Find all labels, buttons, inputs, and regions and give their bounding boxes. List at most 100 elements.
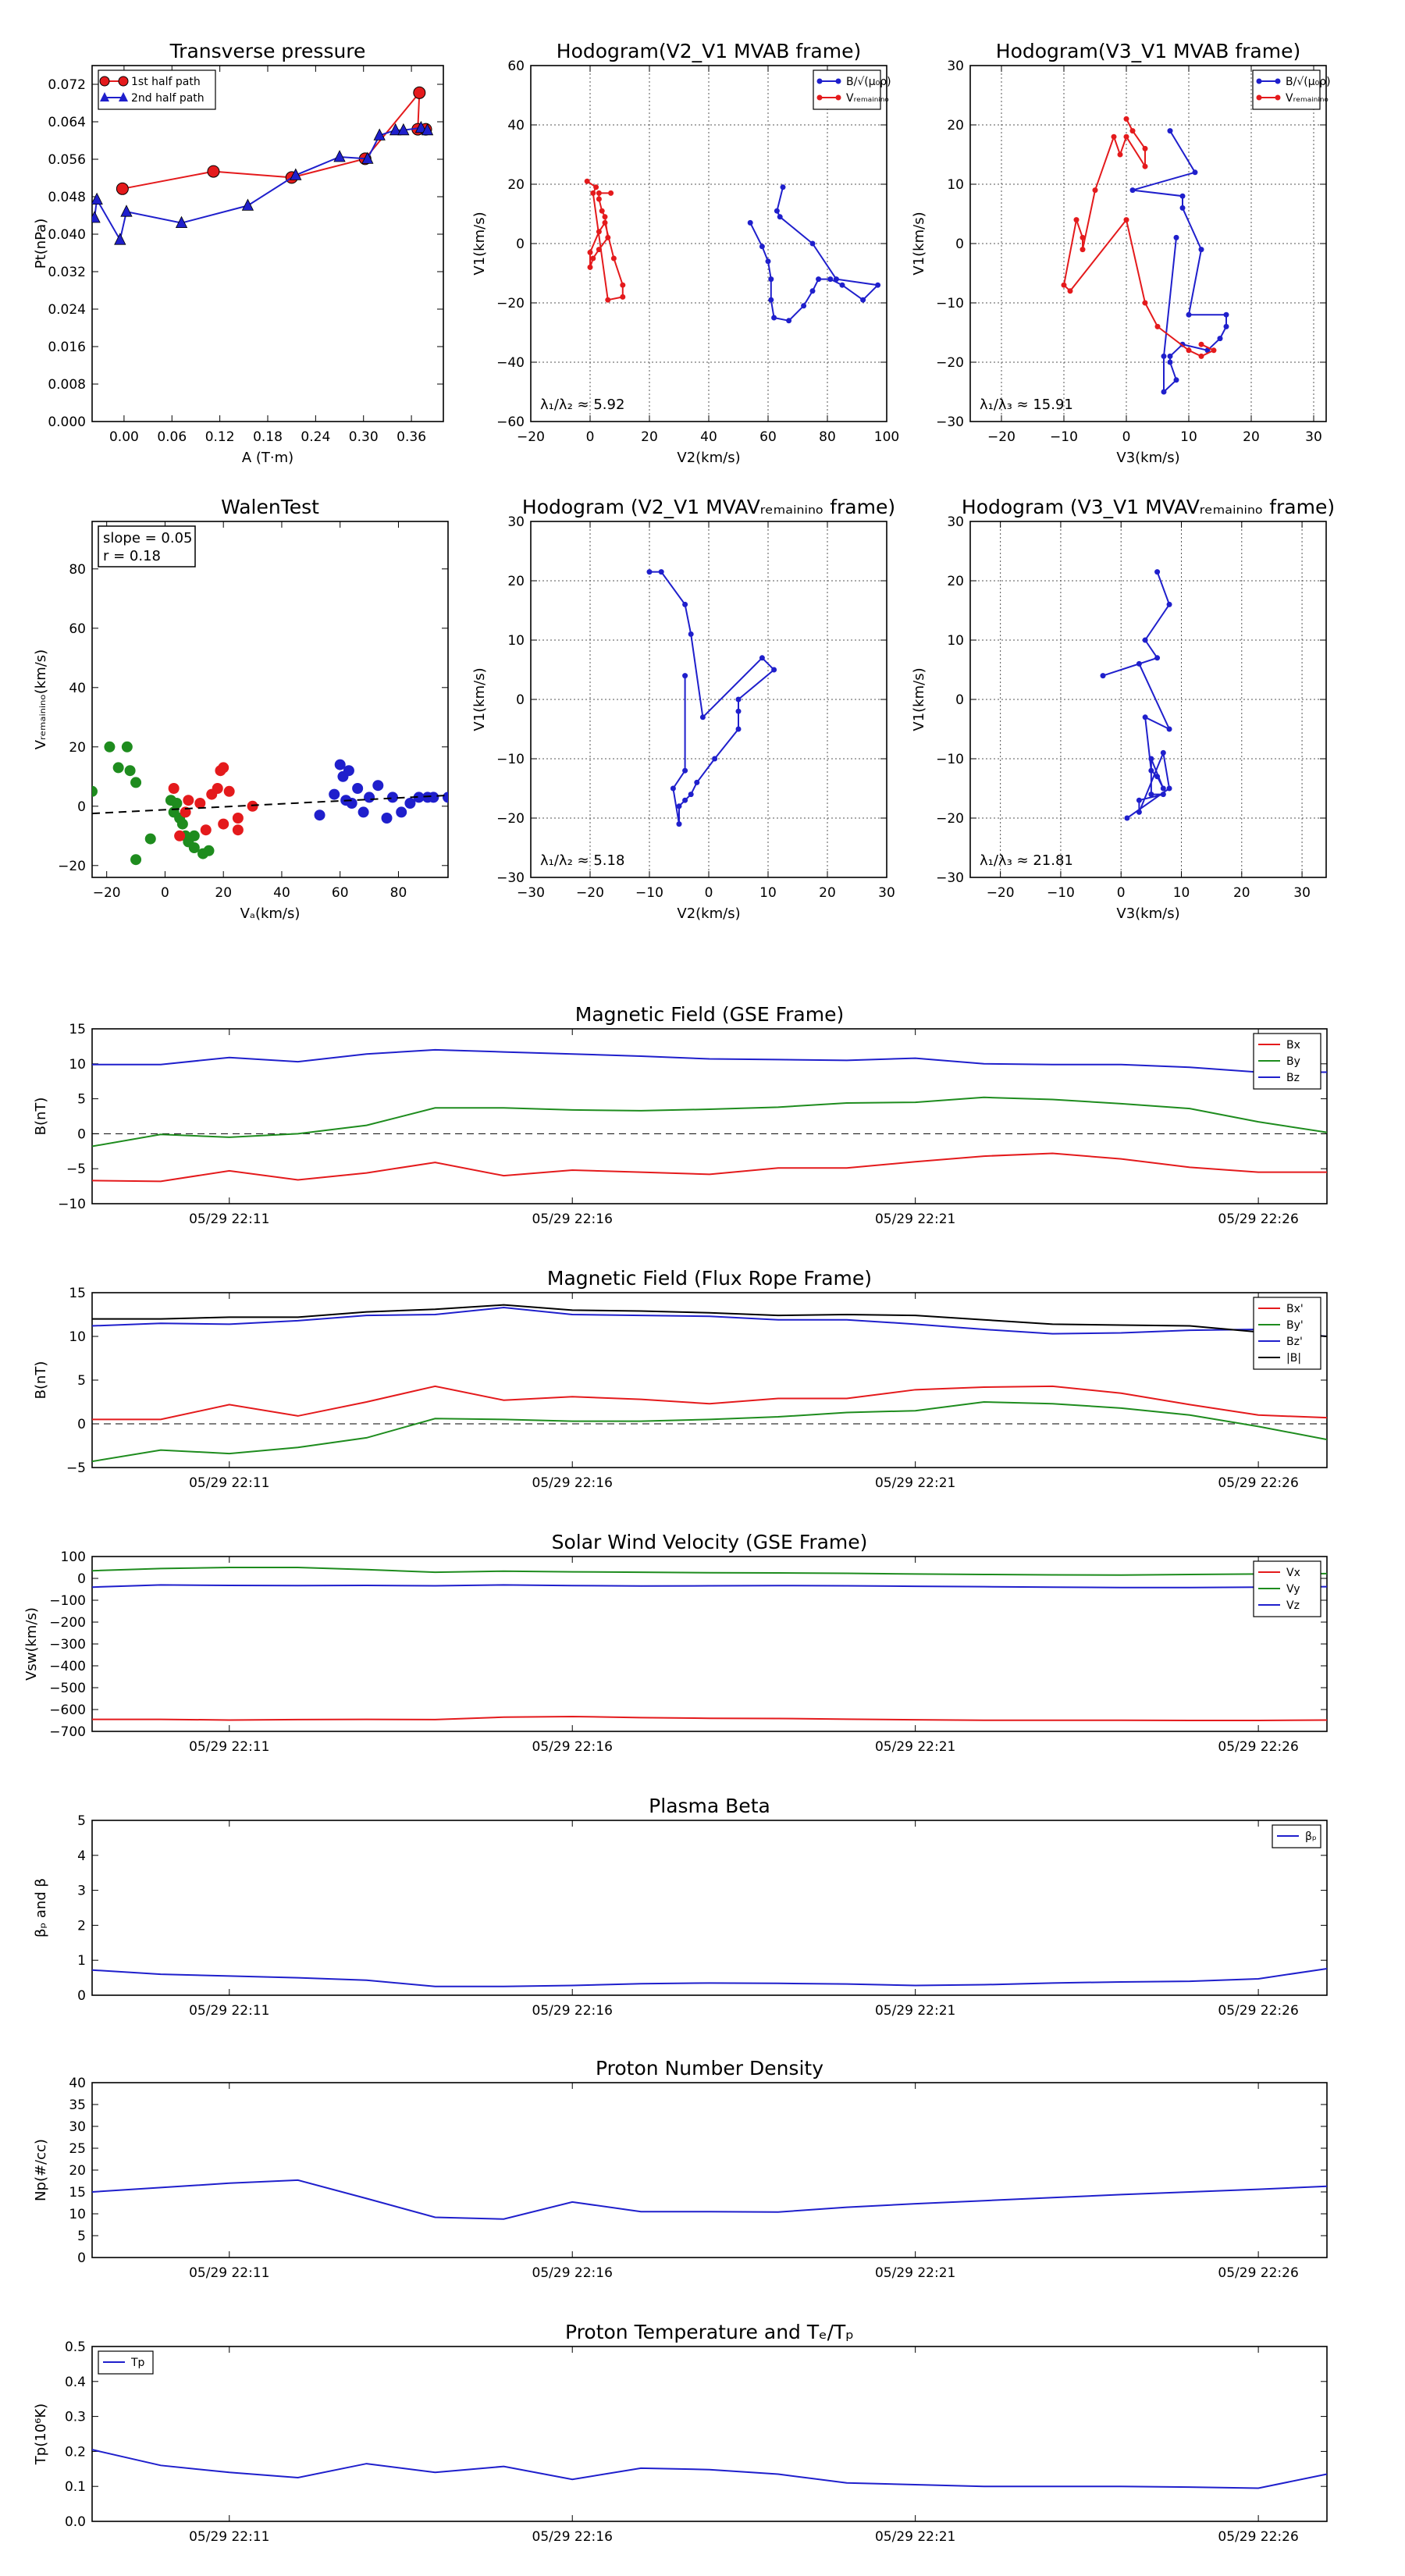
legend-marker <box>1256 78 1262 84</box>
data-point <box>241 198 254 211</box>
y-tick-label: −30 <box>936 415 964 430</box>
data-point <box>413 792 425 803</box>
x-tick-label: −20 <box>987 429 1016 445</box>
y-tick-label: 0.064 <box>48 115 86 130</box>
x-axis-label: V2(km/s) <box>677 450 740 466</box>
legend-label: By <box>1286 1055 1300 1068</box>
data-point <box>599 208 605 214</box>
data-point <box>357 806 369 818</box>
x-tick-label: 0 <box>1117 885 1126 901</box>
data-point <box>114 233 126 245</box>
x-tick-label: −30 <box>517 885 545 901</box>
data-point <box>605 297 611 303</box>
data-point <box>1160 749 1166 756</box>
data-point <box>605 234 611 240</box>
data-point <box>212 783 223 794</box>
x-tick-label: 0 <box>161 885 169 901</box>
x-tick-label: 05/29 22:26 <box>1218 2265 1298 2281</box>
y-tick-label: 10 <box>947 633 964 649</box>
data-point <box>596 196 602 202</box>
legend-box <box>1252 69 1321 110</box>
x-tick-label: 05/29 22:11 <box>189 1212 269 1227</box>
y-tick-label: 10 <box>69 1329 86 1345</box>
data-point <box>833 276 839 283</box>
y-tick-label: 0.032 <box>48 265 86 280</box>
legend-label: Vz <box>1286 1599 1300 1612</box>
y-tick-label: −20 <box>936 811 964 827</box>
data-point <box>1173 377 1179 383</box>
legend-marker <box>118 76 129 87</box>
data-point <box>188 842 200 853</box>
x-tick-label: 0.12 <box>205 429 235 445</box>
plot-frame <box>969 65 1327 422</box>
data-layer <box>92 1048 1327 1183</box>
data-point <box>1167 359 1173 365</box>
data-point <box>1142 714 1148 720</box>
data-point <box>1100 673 1106 679</box>
series-line <box>92 1096 1327 1147</box>
data-layer <box>92 2449 1327 2489</box>
data-point <box>1166 726 1172 732</box>
y-tick-label: 0.1 <box>65 2479 86 2495</box>
x-tick-label: 30 <box>878 885 895 901</box>
legend: Vx Vy Vz <box>1253 1560 1321 1617</box>
x-tick-label: 20 <box>641 429 658 445</box>
chart-tp: Proton Temperature and Tₑ/Tₚ 05/29 22:11 0… <box>33 2321 1328 2545</box>
y-tick-label: 0 <box>77 1417 86 1432</box>
series-line <box>92 1304 1327 1337</box>
x-tick-label: 20 <box>215 885 232 901</box>
plot-frame <box>91 1028 1328 1204</box>
y-tick-label: 0 <box>955 692 964 708</box>
data-point <box>1166 785 1172 792</box>
x-tick-label: 05/29 22:26 <box>1218 2003 1298 2019</box>
data-point <box>397 123 410 136</box>
legend-label: Bx <box>1286 1039 1300 1051</box>
y-tick-label: 30 <box>947 514 964 530</box>
y-tick-label: 0.016 <box>48 340 86 355</box>
y-tick-label: 4 <box>77 1848 86 1864</box>
data-point <box>130 854 142 866</box>
data-point <box>1166 601 1172 607</box>
legend-marker <box>835 94 841 101</box>
y-tick-label: −40 <box>496 355 525 371</box>
data-point <box>1061 282 1067 288</box>
legend-label: 1st half path <box>131 76 201 88</box>
y-tick-label: 2 <box>77 1918 86 1934</box>
data-layer <box>1100 569 1172 821</box>
data-point <box>682 601 688 607</box>
plot-frame <box>91 1820 1328 1996</box>
legend: Tp <box>98 2350 154 2375</box>
x-tick-label: 05/29 22:16 <box>532 1212 613 1227</box>
y-axis-label: Np(#/cc) <box>33 2139 49 2201</box>
legend: B/√(μ₀ρ) Vᵣₑₘₐᵢₙᵢₙₒ <box>813 69 891 110</box>
x-tick-label: −10 <box>1050 429 1078 445</box>
x-tick-label: −20 <box>987 885 1015 901</box>
data-point <box>92 211 101 223</box>
data-point <box>333 150 346 162</box>
y-tick-label: −30 <box>936 870 964 886</box>
y-tick-label: 0.4 <box>65 2375 86 2390</box>
data-point <box>765 258 771 265</box>
y-tick-label: 0 <box>77 1988 86 2004</box>
data-point <box>759 655 765 661</box>
x-tick-label: 0.30 <box>349 429 379 445</box>
fit-line <box>92 794 448 815</box>
data-point <box>188 830 200 841</box>
data-point <box>1161 389 1167 395</box>
y-tick-label: 100 <box>61 1550 86 1565</box>
data-point <box>596 247 602 253</box>
y-tick-label: 15 <box>69 2185 86 2201</box>
data-point <box>112 762 124 774</box>
data-layer <box>92 1967 1327 1987</box>
data-point <box>386 792 398 803</box>
stats-box <box>98 525 196 568</box>
data-point <box>421 123 434 136</box>
x-tick-label: 10 <box>759 885 777 901</box>
chart-bfr: Magnetic Field (Flux Rope Frame) 05/29 22… <box>33 1267 1328 1491</box>
data-point <box>774 208 780 214</box>
data-point <box>875 282 881 288</box>
y-tick-label: 0.0 <box>65 2514 86 2530</box>
x-tick-label: 10 <box>1173 885 1190 901</box>
y-tick-label: 5 <box>77 2229 86 2244</box>
data-point <box>1129 128 1136 134</box>
